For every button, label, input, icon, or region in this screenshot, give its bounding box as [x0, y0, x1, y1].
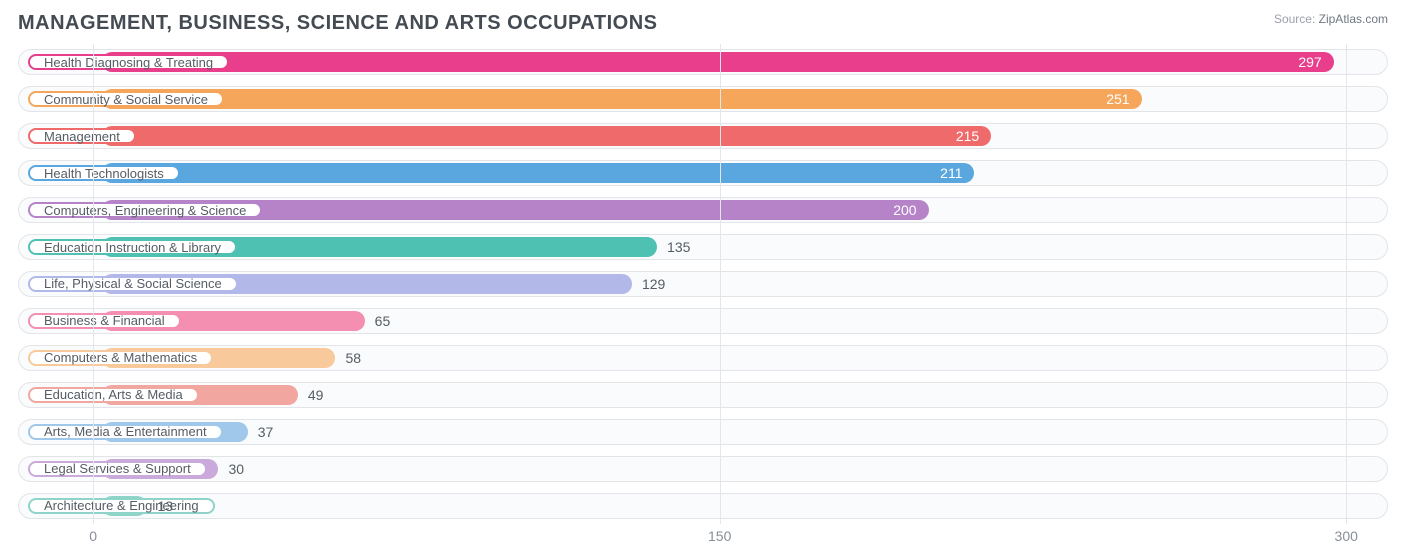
- bar-row: Education, Arts & Media 49: [18, 380, 1388, 410]
- bar-row: Health Diagnosing & Treating 297: [18, 47, 1388, 77]
- category-label: Education, Arts & Media: [28, 387, 199, 403]
- grid-line: [93, 44, 94, 524]
- value-label: 211: [940, 165, 962, 181]
- value-label: 49: [308, 387, 324, 403]
- bar-fill: [102, 52, 1334, 72]
- value-label: 251: [1106, 91, 1129, 107]
- value-label: 129: [642, 276, 665, 292]
- bar-row: Health Technologists 211: [18, 158, 1388, 188]
- bar-fill: [102, 126, 992, 146]
- bar-row: Life, Physical & Social Science 129: [18, 269, 1388, 299]
- category-label: Life, Physical & Social Science: [28, 276, 238, 292]
- category-label: Health Diagnosing & Treating: [28, 54, 229, 70]
- value-label: 135: [667, 239, 690, 255]
- x-tick-label: 150: [708, 528, 731, 544]
- source-label: Source:: [1274, 12, 1315, 26]
- value-label: 37: [258, 424, 274, 440]
- value-label: 58: [345, 350, 361, 366]
- grid-line: [720, 44, 721, 524]
- chart-container: MANAGEMENT, BUSINESS, SCIENCE AND ARTS O…: [0, 0, 1406, 558]
- bar-row: Arts, Media & Entertainment 37: [18, 417, 1388, 447]
- category-label: Education Instruction & Library: [28, 239, 237, 255]
- x-axis: 0 150 300: [18, 528, 1388, 548]
- value-label: 297: [1298, 54, 1321, 70]
- category-label: Community & Social Service: [28, 91, 224, 107]
- category-label: Legal Services & Support: [28, 461, 207, 477]
- category-label: Management: [28, 128, 136, 144]
- source-value: ZipAtlas.com: [1319, 12, 1388, 26]
- source-attribution: Source: ZipAtlas.com: [1274, 12, 1388, 26]
- bar-fill: [102, 89, 1142, 109]
- value-label: 30: [228, 461, 244, 477]
- value-label: 65: [375, 313, 391, 329]
- bar-fill: [102, 163, 975, 183]
- value-label: 215: [956, 128, 979, 144]
- category-label: Computers & Mathematics: [28, 350, 213, 366]
- bar-row: Computers, Engineering & Science 200: [18, 195, 1388, 225]
- grid-line: [1346, 44, 1347, 524]
- bar-row: Computers & Mathematics 58: [18, 343, 1388, 373]
- value-label: 200: [893, 202, 916, 218]
- x-tick-label: 0: [89, 528, 97, 544]
- bar-row: Education Instruction & Library 135: [18, 232, 1388, 262]
- bar-row: Community & Social Service 251: [18, 84, 1388, 114]
- category-label: Health Technologists: [28, 165, 180, 181]
- bar-track: [18, 456, 1388, 482]
- x-tick-label: 300: [1335, 528, 1358, 544]
- bar-row: Legal Services & Support 30: [18, 454, 1388, 484]
- category-label: Computers, Engineering & Science: [28, 202, 262, 218]
- bar-row: Architecture & Engineering13: [18, 491, 1388, 521]
- bar-rows: Health Diagnosing & Treating 297 Community…: [18, 44, 1388, 524]
- chart-title: MANAGEMENT, BUSINESS, SCIENCE AND ARTS O…: [18, 12, 1388, 35]
- category-label: Business & Financial: [28, 313, 181, 329]
- bar-track: [18, 493, 1388, 519]
- plot-area: Health Diagnosing & Treating 297 Community…: [18, 44, 1388, 524]
- bar-row: Business & Financial 65: [18, 306, 1388, 336]
- category-label: Arts, Media & Entertainment: [28, 424, 223, 440]
- value-label: 13: [157, 498, 173, 514]
- category-label: Architecture & Engineering: [28, 498, 215, 514]
- bar-row: Management 215: [18, 121, 1388, 151]
